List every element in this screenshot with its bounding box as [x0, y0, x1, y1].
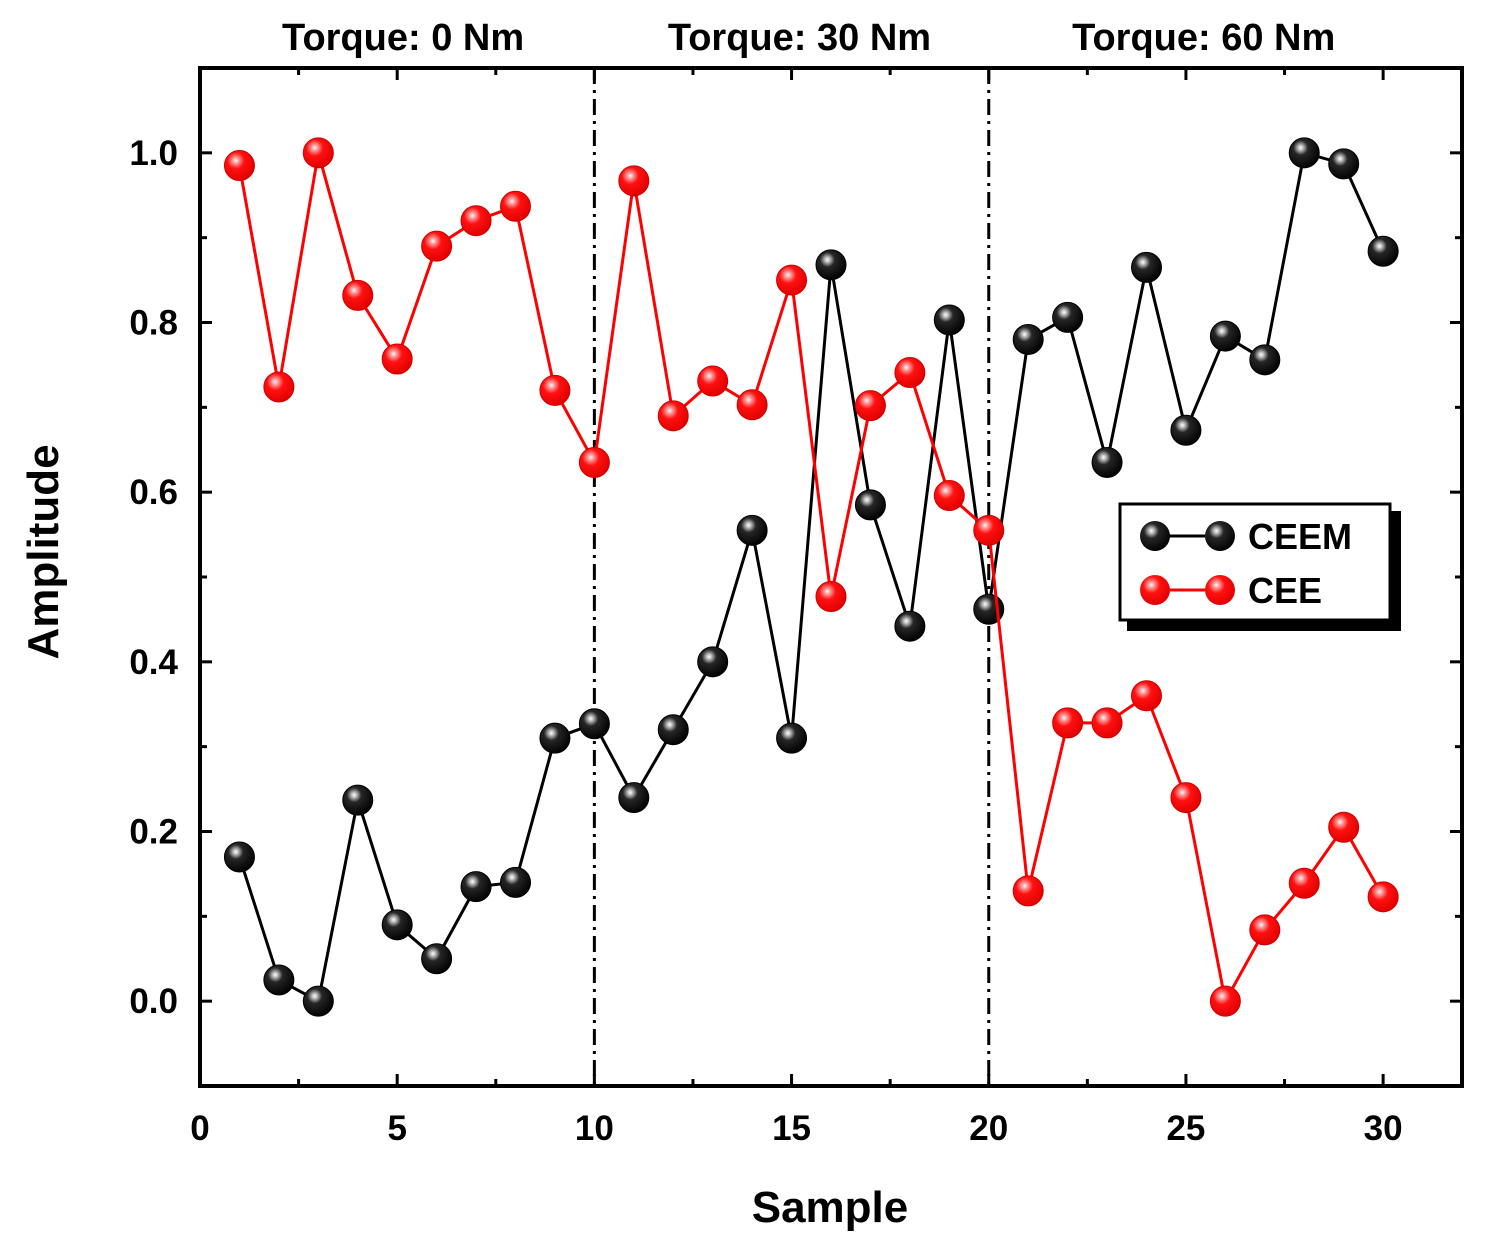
y-tick-label: 0.6 [129, 473, 178, 512]
data-point-ceem [1288, 137, 1320, 169]
data-point-ceem [776, 722, 808, 754]
data-point-ceem [539, 722, 571, 754]
series-cee [223, 137, 1399, 1017]
data-point-cee [223, 150, 255, 182]
data-point-ceem [381, 909, 413, 941]
x-tick-labels: 0 5 10 15 20 25 30 [190, 1109, 1402, 1148]
data-point-cee [1131, 680, 1162, 712]
data-point-ceem [1012, 323, 1044, 355]
torque-separators [592, 68, 991, 1086]
data-point-ceem [421, 943, 453, 975]
data-point-ceem [1091, 446, 1123, 478]
torque-label-1: Torque: 0 Nm [282, 17, 524, 59]
series-layer [223, 137, 1399, 1017]
data-point-cee [854, 390, 886, 422]
data-point-ceem [578, 708, 610, 740]
data-point-ceem [1131, 251, 1162, 283]
data-point-cee [1091, 707, 1123, 739]
x-tick-label: 15 [772, 1109, 811, 1148]
data-point-ceem [263, 964, 295, 996]
y-tick-labels: 0.0 0.2 0.4 0.6 0.8 1.0 [129, 134, 178, 1021]
data-point-cee [539, 374, 571, 406]
data-point-ceem [1328, 148, 1360, 180]
x-tick-label: 20 [969, 1109, 1008, 1148]
data-point-ceem [1249, 344, 1281, 376]
data-point-cee [263, 371, 295, 403]
data-point-cee [736, 389, 768, 421]
data-point-ceem [657, 714, 689, 746]
data-point-ceem [697, 646, 729, 678]
data-point-cee [973, 514, 1005, 546]
y-tick-label: 0.4 [129, 643, 178, 682]
data-point-cee [657, 400, 689, 432]
data-point-ceem [223, 841, 255, 873]
legend: CEEM CEE [1118, 502, 1401, 631]
data-point-ceem [618, 782, 650, 814]
legend-label-cee: CEE [1248, 570, 1322, 611]
data-point-cee [421, 230, 453, 262]
data-point-cee [1209, 985, 1241, 1017]
y-tick-label: 0.2 [129, 813, 178, 852]
data-point-ceem [1052, 301, 1084, 333]
data-point-cee [776, 264, 808, 296]
x-tick-label: 25 [1166, 1109, 1205, 1148]
data-point-cee [1170, 782, 1202, 814]
data-point-cee [697, 365, 729, 397]
data-point-cee [1367, 881, 1399, 913]
data-point-ceem [894, 610, 926, 642]
data-point-cee [933, 480, 965, 512]
plot-frame [198, 66, 1464, 1088]
data-point-cee [381, 343, 413, 375]
data-point-ceem [854, 489, 886, 521]
data-point-cee [1249, 914, 1281, 946]
data-point-ceem [1367, 235, 1399, 267]
y-axis-title: Amplitude [19, 444, 68, 659]
x-axis-title: Sample [752, 1183, 909, 1232]
data-point-cee [342, 279, 374, 311]
data-point-cee [578, 446, 610, 478]
data-point-ceem [1170, 414, 1202, 446]
data-point-cee [1328, 811, 1360, 843]
data-point-cee [1288, 867, 1320, 899]
data-point-ceem [342, 784, 374, 816]
region-labels: Torque: 0 Nm Torque: 30 Nm Torque: 60 Nm [282, 17, 1335, 59]
data-point-cee [460, 205, 492, 237]
data-point-cee [894, 357, 926, 389]
data-point-ceem [815, 249, 847, 281]
x-tick-label: 0 [190, 1109, 209, 1148]
data-point-cee [618, 165, 650, 197]
y-tick-label: 0.8 [129, 304, 178, 343]
data-point-cee [1052, 707, 1084, 739]
series-ceem [223, 137, 1399, 1017]
y-tick-label: 0.0 [129, 982, 178, 1021]
legend-marker-cee [1140, 575, 1170, 605]
data-point-ceem [460, 871, 492, 903]
data-point-cee [1012, 875, 1044, 907]
y-tick-label: 1.0 [129, 134, 178, 173]
legend-marker-ceem [1140, 521, 1170, 551]
x-tick-label: 10 [575, 1109, 614, 1148]
data-point-ceem [933, 304, 965, 336]
series-line-cee [237, 152, 1385, 1006]
legend-marker-ceem [1205, 521, 1235, 551]
data-point-ceem [302, 985, 334, 1017]
data-point-cee [815, 581, 847, 613]
data-point-cee [302, 137, 334, 169]
data-point-ceem [500, 866, 531, 898]
data-point-ceem [1209, 320, 1241, 352]
torque-label-3: Torque: 60 Nm [1072, 17, 1335, 59]
data-point-ceem [736, 514, 768, 546]
legend-label-ceem: CEEM [1248, 516, 1352, 557]
torque-label-2: Torque: 30 Nm [668, 17, 931, 59]
legend-marker-cee [1205, 575, 1235, 605]
x-tick-label: 30 [1364, 1109, 1403, 1148]
data-point-cee [500, 190, 531, 222]
x-tick-label: 5 [387, 1109, 406, 1148]
